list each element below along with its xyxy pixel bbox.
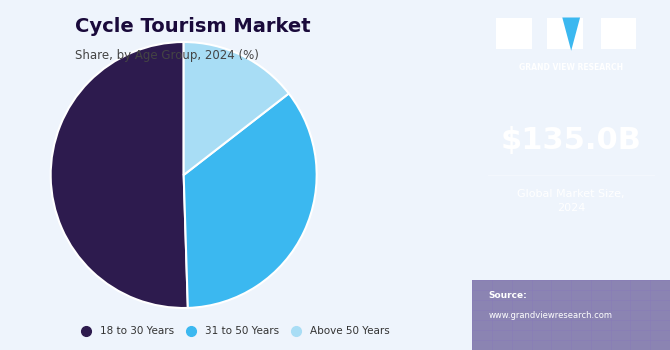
Text: Share, by Age Group, 2024 (%): Share, by Age Group, 2024 (%)	[75, 49, 259, 62]
FancyBboxPatch shape	[472, 280, 670, 350]
Text: Cycle Tourism Market: Cycle Tourism Market	[75, 18, 311, 36]
FancyBboxPatch shape	[496, 18, 532, 49]
Text: www.grandviewresearch.com: www.grandviewresearch.com	[488, 312, 612, 321]
Wedge shape	[184, 42, 289, 175]
Text: Source:: Source:	[488, 290, 527, 300]
Text: Global Market Size,
2024: Global Market Size, 2024	[517, 189, 625, 213]
Text: Above 50 Years: Above 50 Years	[310, 326, 389, 336]
Wedge shape	[51, 42, 188, 308]
Wedge shape	[184, 93, 317, 308]
Polygon shape	[562, 18, 580, 51]
Text: GRAND VIEW RESEARCH: GRAND VIEW RESEARCH	[519, 63, 623, 72]
FancyBboxPatch shape	[601, 18, 636, 49]
Text: 18 to 30 Years: 18 to 30 Years	[100, 326, 174, 336]
Text: 31 to 50 Years: 31 to 50 Years	[204, 326, 279, 336]
FancyBboxPatch shape	[547, 18, 583, 49]
Text: $135.0B: $135.0B	[500, 126, 642, 154]
